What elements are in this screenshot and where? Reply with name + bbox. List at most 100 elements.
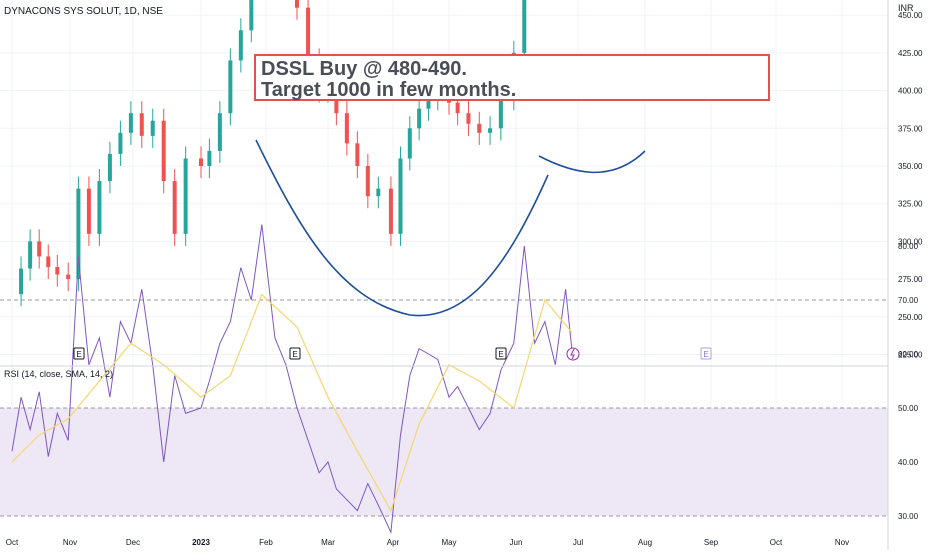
rsi-tick-label: 40.00 xyxy=(898,458,919,467)
time-tick-label: Jun xyxy=(510,538,523,547)
lightning-icon xyxy=(570,348,575,360)
time-tick-label: Nov xyxy=(835,538,849,547)
earnings-marker-label: E xyxy=(292,350,297,359)
earnings-marker[interactable] xyxy=(73,347,85,360)
candle-body[interactable] xyxy=(66,274,71,280)
candle-body[interactable] xyxy=(161,120,166,182)
price-tick-label: 300.00 xyxy=(898,237,923,246)
price-tick-label: 275.00 xyxy=(898,275,923,284)
candle-body[interactable] xyxy=(306,7,311,61)
candle-body[interactable] xyxy=(118,132,123,154)
candle-body[interactable] xyxy=(522,0,527,53)
rsi-tick-label: 70.00 xyxy=(898,296,919,305)
currency-label: INR xyxy=(898,3,914,13)
candle-body[interactable] xyxy=(76,188,81,280)
candle-body[interactable] xyxy=(498,98,503,129)
candle-body[interactable] xyxy=(97,181,102,234)
price-tick-label: 425.00 xyxy=(898,49,923,58)
price-tick-label: 325.00 xyxy=(898,200,923,209)
price-tick-label: 450.00 xyxy=(898,11,923,20)
earnings-marker[interactable] xyxy=(289,347,301,360)
price-tick-label: 375.00 xyxy=(898,124,923,133)
rsi-tick-label: 60.00 xyxy=(898,350,919,359)
time-tick-label: Mar xyxy=(321,538,335,547)
candle-body[interactable] xyxy=(207,150,212,166)
earnings-marker[interactable] xyxy=(700,347,712,360)
candle-body[interactable] xyxy=(365,166,370,197)
time-axis: Oct Nov Dec 2023 Feb Mar Apr May Jun Jul Aug Sep Oct… xyxy=(6,538,849,547)
cup-curve[interactable] xyxy=(255,139,549,317)
time-tick-label: Oct xyxy=(6,538,19,547)
time-tick-label: Feb xyxy=(259,538,273,547)
earnings-marker-label: E xyxy=(703,350,708,359)
annotation-line-2: Target 1000 in few months. xyxy=(261,79,517,101)
candle-body[interactable] xyxy=(172,181,177,234)
candle-body[interactable] xyxy=(183,158,188,234)
annotation-box[interactable]: DSSL Buy @ 480-490. Target 1000 in few m… xyxy=(254,54,770,101)
candle-body[interactable] xyxy=(295,0,299,8)
candles xyxy=(19,0,527,307)
candle-body[interactable] xyxy=(398,158,403,234)
time-tick-label: Jul xyxy=(573,538,583,547)
rsi-tick-label: 80.00 xyxy=(898,242,919,251)
candle-body[interactable] xyxy=(86,188,91,234)
earnings-marker-label: E xyxy=(76,350,81,359)
time-tick-label: Apr xyxy=(387,538,400,547)
candle-body[interactable] xyxy=(37,241,42,257)
price-tick-label: 350.00 xyxy=(898,162,923,171)
candle-body[interactable] xyxy=(139,113,144,136)
candle-body[interactable] xyxy=(19,268,24,295)
time-tick-label: 2023 xyxy=(192,538,210,547)
candle-body[interactable] xyxy=(417,108,422,129)
candle-body[interactable] xyxy=(238,30,243,61)
candle-body[interactable] xyxy=(28,241,33,269)
rsi-title[interactable]: RSI (14, close, SMA, 14, 2) xyxy=(4,369,114,379)
candle-body[interactable] xyxy=(388,188,393,234)
candle-body[interactable] xyxy=(150,120,155,136)
annotation-line-1: DSSL Buy @ 480-490. xyxy=(261,58,467,80)
rsi-lines xyxy=(11,224,573,535)
time-tick-label: Nov xyxy=(63,538,77,547)
price-tick-label: 250.00 xyxy=(898,313,923,322)
rsi-tick-label: 30.00 xyxy=(898,512,919,521)
time-tick-label: Sep xyxy=(704,538,719,547)
rsi-tick-label: 50.00 xyxy=(898,404,919,413)
rsi-guides xyxy=(0,299,888,517)
time-tick-label: Oct xyxy=(770,538,783,547)
price-axis: 225.00 250.00 275.00 300.00 325.00 350.00 375.… xyxy=(898,11,923,360)
price-tick-label: 225.00 xyxy=(898,351,923,360)
candle-body[interactable] xyxy=(228,60,233,114)
candle-body[interactable] xyxy=(426,98,431,109)
candle-body[interactable] xyxy=(344,113,349,144)
earnings-marker-label: E xyxy=(498,350,503,359)
candle-body[interactable] xyxy=(249,0,254,31)
rsi-line[interactable] xyxy=(11,224,573,535)
price-tick-label: 400.00 xyxy=(898,87,923,96)
candle-body[interactable] xyxy=(128,113,133,133)
candle-body[interactable] xyxy=(455,102,460,114)
candle-body[interactable] xyxy=(466,113,471,124)
rsi-band-fill xyxy=(0,408,888,516)
candle-body[interactable] xyxy=(217,113,222,151)
handle-curve[interactable] xyxy=(538,150,646,174)
candle-body[interactable] xyxy=(355,143,360,166)
time-tick-label: Aug xyxy=(638,538,652,547)
rsi-ma-line[interactable] xyxy=(11,293,573,513)
candle-body[interactable] xyxy=(477,123,482,133)
candle-body[interactable] xyxy=(407,128,412,159)
candle-body[interactable] xyxy=(46,256,51,268)
rsi-axis: 30.00 40.00 50.00 60.00 70.00 80.00 xyxy=(898,242,919,521)
candle-body[interactable] xyxy=(55,267,60,275)
candle-body[interactable] xyxy=(199,158,203,166)
candle-body[interactable] xyxy=(376,188,381,197)
candle-body[interactable] xyxy=(488,128,493,133)
earnings-marker[interactable] xyxy=(495,347,507,360)
time-tick-label: Dec xyxy=(126,538,140,547)
symbol-header[interactable]: DYNACONS SYS SOLUT, 1D, NSE xyxy=(4,6,163,17)
time-tick-label: May xyxy=(441,538,456,547)
candle-body[interactable] xyxy=(107,153,112,182)
dividend-icon[interactable] xyxy=(566,347,580,361)
